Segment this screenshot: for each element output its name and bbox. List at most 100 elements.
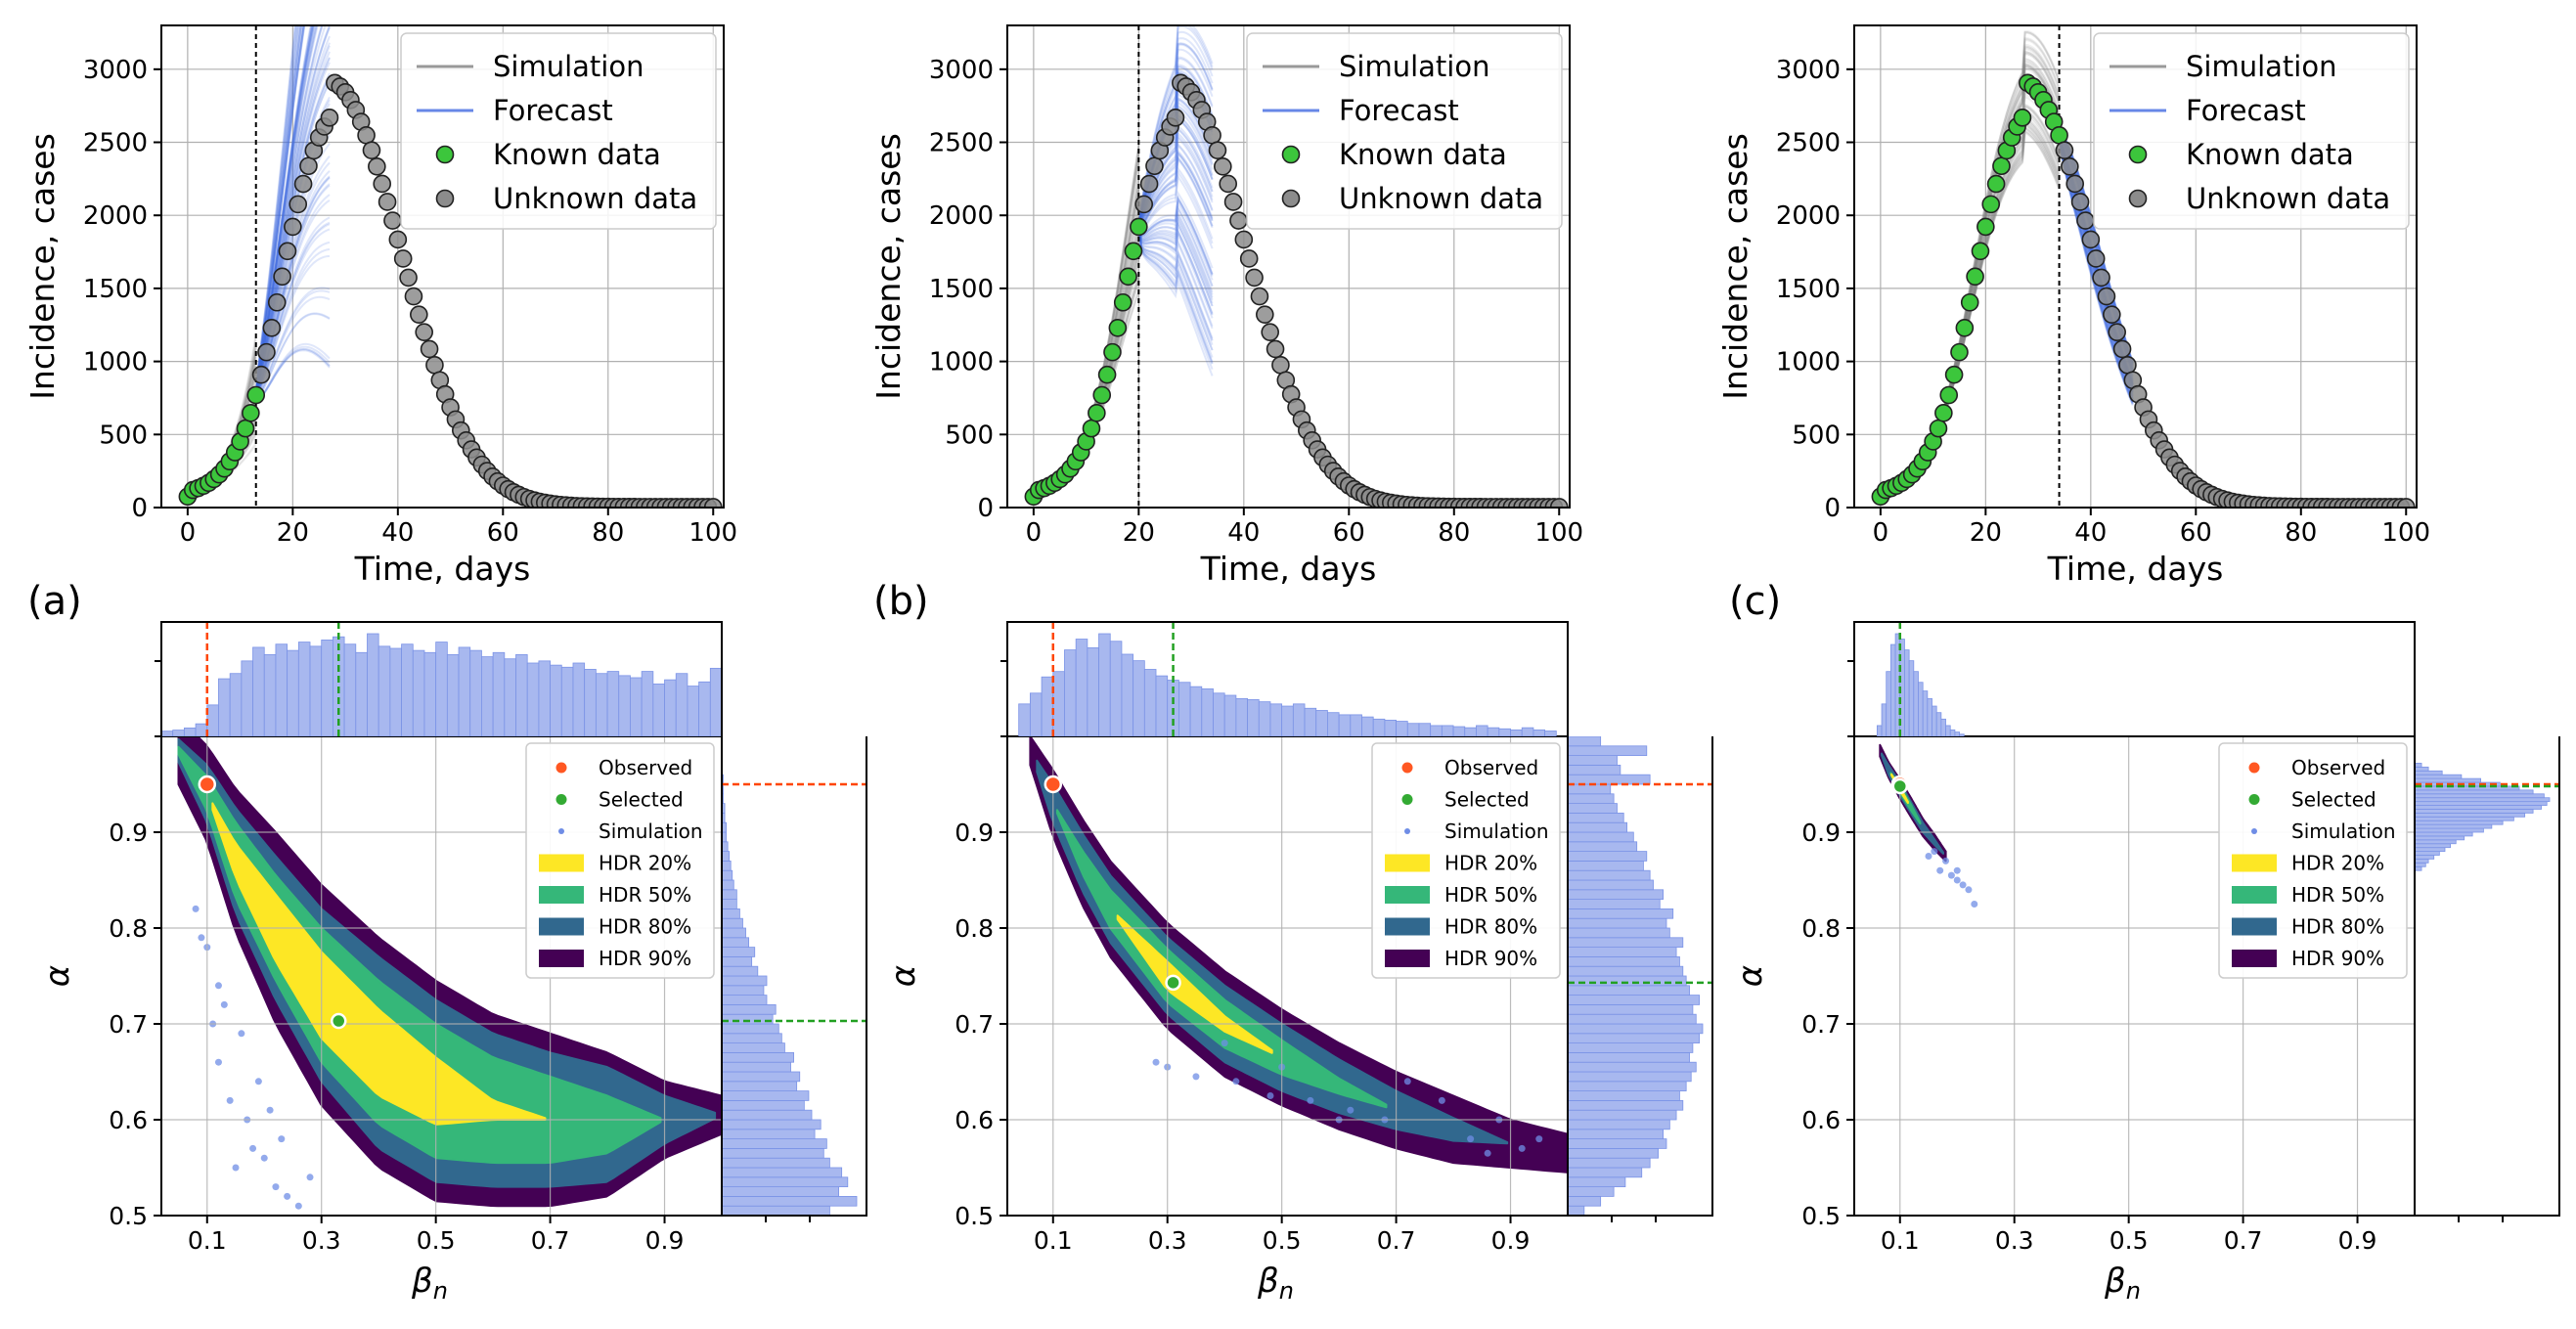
top-histogram-bar [560, 666, 574, 736]
forecast-trajectory [2058, 135, 2134, 405]
unknown-data-point [1139, 174, 1159, 194]
forecast-trajectory [254, 345, 331, 402]
forecast-trajectory [1137, 214, 1214, 298]
y-tick-label: 500 [99, 421, 148, 450]
y-tick-label: 1000 [83, 348, 148, 377]
top-histogram-bar [1876, 725, 1883, 736]
simulation-point [214, 982, 222, 990]
legend-label: HDR 90% [1444, 947, 1537, 970]
legend: Simulation Forecast Known data Unknown data [1246, 32, 1563, 230]
x-axis-label: βn [2104, 1262, 2141, 1305]
right-histogram-bar [722, 1061, 791, 1073]
top-histogram-bar [1886, 671, 1891, 736]
unknown-data-point [404, 287, 423, 306]
forecast-trajectory [1137, 226, 1214, 319]
right-marginal-histogram [1567, 736, 1713, 1222]
simulation-point [1971, 901, 1978, 908]
top-histogram-bar [1281, 705, 1294, 736]
top-histogram-bar [606, 671, 620, 736]
unknown-data-point [289, 195, 308, 214]
top-histogram-bar [1396, 721, 1408, 736]
x-tick-label: 0 [1026, 518, 1043, 548]
legend-dot-swatch [2128, 145, 2148, 164]
unknown-data-point [2097, 287, 2116, 306]
unknown-data-point [273, 267, 291, 287]
forecast-trajectory [1137, 174, 1214, 249]
top-histogram-bar [1223, 694, 1237, 736]
unknown-data-point [320, 109, 339, 127]
unknown-data-point [299, 156, 318, 176]
simulation-point [1232, 1078, 1240, 1085]
right-histogram-bar [1568, 869, 1651, 881]
forecast-trajectory [254, 25, 315, 396]
legend-label: Selected [1444, 788, 1530, 812]
top-histogram-bar [446, 654, 460, 736]
forecast-trajectory [1137, 226, 1214, 316]
x-tick-label: 0.1 [1034, 1226, 1073, 1255]
top-histogram-bar [206, 704, 219, 736]
unknown-data-point [1223, 193, 1243, 211]
known-data-point [1088, 404, 1106, 422]
right-histogram-bar [1568, 1205, 1585, 1216]
unknown-data-point [2118, 356, 2137, 375]
top-histogram-bar [504, 658, 516, 736]
right-histogram-bar [1568, 1196, 1602, 1207]
legend-label: Observed [2291, 756, 2385, 779]
forecast-trajectory [1137, 155, 1214, 231]
top-histogram-bar [641, 671, 654, 736]
forecast-trajectory [1137, 226, 1214, 364]
known-data-point [1950, 342, 1969, 362]
unknown-data-point [1261, 323, 1279, 341]
top-histogram-bar [1075, 639, 1088, 736]
simulation-point [1518, 1144, 1526, 1152]
right-histogram-bar [1568, 1023, 1704, 1035]
legend-label: HDR 20% [1444, 852, 1537, 875]
selected-marker [1891, 777, 1909, 795]
simulation-trajectory [1880, 45, 2061, 493]
top-histogram-bar [1521, 727, 1534, 736]
simulation-point [1535, 1135, 1543, 1143]
known-data-point [1934, 404, 1953, 422]
top-histogram-bar [195, 723, 208, 736]
simulation-point [238, 1030, 245, 1038]
unknown-data-point [1239, 249, 1259, 268]
top-histogram-bar [1029, 692, 1043, 736]
right-histogram-bar [2415, 827, 2484, 833]
unknown-data-point [415, 323, 433, 341]
forecast-trajectory [255, 254, 331, 396]
legend-dot-swatch [2248, 794, 2260, 805]
right-histogram-bar [722, 1196, 858, 1207]
forecast-trajectory [254, 25, 317, 396]
right-histogram-bar [2415, 839, 2457, 845]
legend-label: HDR 80% [2291, 915, 2384, 939]
top-marginal-histogram [155, 621, 723, 737]
known-data-point [1960, 292, 1979, 312]
right-histogram-bar [1568, 995, 1701, 1005]
right-histogram-bar [722, 1071, 801, 1083]
legend-dot-swatch [1281, 145, 1301, 164]
joint-plot-area [161, 736, 722, 1216]
forecast-trajectory [1137, 226, 1214, 370]
legend-patch-swatch [539, 917, 584, 936]
y-tick-label: 0.8 [955, 914, 994, 943]
right-histogram-bar [722, 1129, 816, 1140]
right-histogram-bar [1568, 861, 1644, 871]
forecast-trajectory [1137, 226, 1214, 327]
legend-dot-swatch [1281, 189, 1301, 208]
unknown-data-point [1219, 174, 1238, 194]
forecast-trajectory [1137, 196, 1214, 276]
x-tick-label: 0.9 [2338, 1226, 2377, 1255]
legend-dot-swatch [2128, 189, 2148, 208]
unknown-data-point [378, 193, 397, 211]
right-histogram-bar [1568, 908, 1674, 919]
top-histogram-bar [355, 651, 368, 736]
right-histogram-bar [2415, 766, 2429, 772]
legend-dot-swatch [1404, 828, 1410, 834]
forecast-trajectory [1137, 226, 1214, 346]
forecast-trajectory [254, 342, 331, 402]
right-histogram-bar [2415, 809, 2534, 814]
legend-box [2093, 32, 2410, 230]
known-data-point [1119, 267, 1137, 287]
top-histogram-bar [343, 643, 357, 736]
legend-label: Known data [493, 138, 661, 171]
